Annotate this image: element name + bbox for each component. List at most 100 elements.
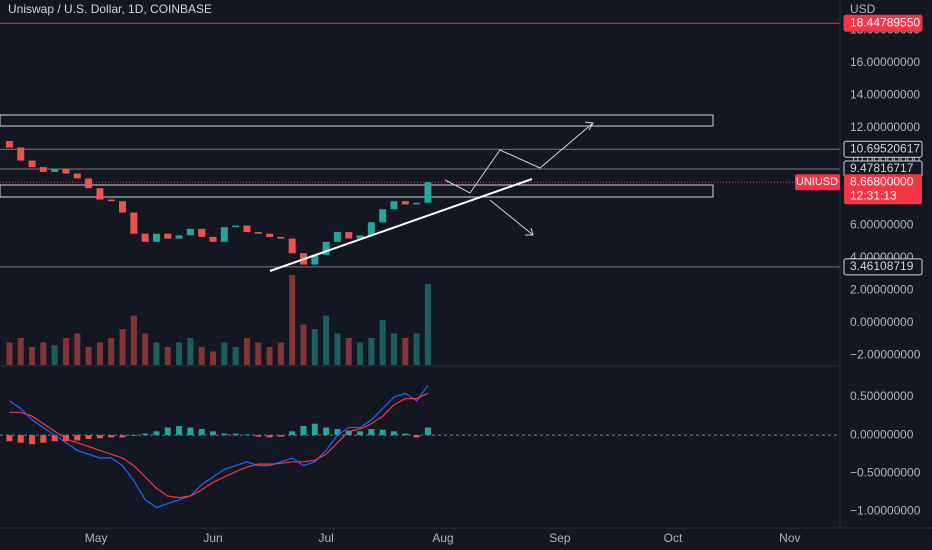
histogram-bar	[390, 431, 397, 436]
currency: USD	[850, 2, 876, 16]
projection-arrow	[489, 199, 534, 236]
candle-body	[345, 232, 353, 239]
symbol-label: UNIUSD	[796, 176, 838, 188]
histogram-bar	[277, 435, 284, 437]
volume-bar	[334, 333, 341, 365]
histogram-bar	[402, 433, 409, 436]
histogram-bar	[198, 429, 205, 436]
volume-bar	[221, 342, 228, 365]
volume-bar	[402, 338, 409, 365]
histogram-bar	[266, 435, 273, 438]
y-tick-label: 0.00000000	[850, 315, 914, 329]
y-tick-label: 2.00000000	[850, 283, 914, 297]
volume-bar	[368, 338, 375, 365]
candle-body	[17, 147, 25, 161]
x-tick-label: Jul	[318, 531, 333, 545]
volume-bar	[311, 329, 318, 365]
candle-body	[152, 233, 160, 242]
candle-body	[254, 232, 262, 234]
volume-bar	[29, 347, 36, 365]
y-tick-label: 0.00000000	[850, 427, 914, 441]
volume-bar	[164, 347, 171, 365]
candle-body	[130, 212, 138, 234]
candle-body	[413, 202, 421, 205]
candle-body	[198, 228, 206, 237]
trend-line	[269, 178, 533, 272]
volume-bar	[119, 329, 126, 365]
x-tick-label: Oct	[664, 531, 683, 545]
level-label: 10.69520617	[850, 141, 920, 155]
volume-bar	[210, 351, 217, 365]
candle-body	[367, 222, 375, 236]
y-tick-label: 12.00000000	[850, 120, 920, 134]
volume-bar	[300, 324, 307, 365]
candle-body	[379, 209, 387, 223]
candle-body	[243, 225, 251, 233]
histogram-bar	[300, 425, 307, 436]
histogram-bar	[85, 435, 92, 439]
candle-body	[96, 188, 104, 200]
y-tick-label: −2.00000000	[850, 348, 921, 362]
volume-bar	[187, 338, 194, 365]
histogram-bar	[187, 427, 194, 436]
marks-layer	[5, 141, 432, 509]
histogram-bar	[232, 433, 239, 436]
candle-body	[28, 160, 36, 168]
candle-body	[277, 236, 285, 239]
histogram-bar	[221, 433, 228, 436]
histogram-bar	[413, 435, 420, 438]
histogram-bar	[289, 431, 296, 436]
volume-bar	[85, 347, 92, 365]
histogram-bar	[29, 435, 36, 445]
candle-body	[186, 228, 194, 236]
y-tick-label: 0.50000000	[850, 389, 914, 403]
candle-body	[119, 201, 127, 213]
candle-body	[288, 238, 296, 254]
volume-bar	[345, 338, 352, 365]
countdown-label: 12:31:13	[850, 188, 897, 202]
x-tick-label: Sep	[549, 531, 571, 545]
y-tick-label: −0.50000000	[850, 465, 921, 479]
volume-bar	[390, 333, 397, 365]
histogram-bar	[243, 434, 250, 436]
grid-layer	[0, 22, 840, 436]
x-tick-label: Aug	[432, 531, 453, 545]
histogram-bar	[153, 431, 160, 436]
volume-bar	[62, 338, 69, 365]
candle-body	[175, 235, 183, 239]
histogram-bar	[74, 435, 81, 441]
candle-body	[141, 233, 149, 242]
histogram-bar	[164, 427, 171, 436]
volume-bar	[357, 342, 364, 365]
projection-arrow	[444, 122, 594, 194]
volume-bar	[323, 315, 330, 365]
volume-bar	[74, 333, 81, 365]
candle-body	[85, 178, 93, 189]
candle-body	[220, 227, 228, 242]
histogram-bar	[210, 431, 217, 436]
signal-line	[9, 392, 429, 499]
histogram-bar	[176, 425, 183, 436]
candle-body	[390, 201, 398, 210]
candle-body	[209, 236, 217, 242]
volume-bar	[153, 342, 160, 365]
histogram-bar	[357, 431, 364, 436]
y-tick-label: −1.00000000	[850, 503, 921, 517]
volume-bar	[130, 315, 137, 365]
volume-bar	[40, 342, 47, 365]
histogram-bar	[6, 435, 13, 442]
histogram-bar	[311, 423, 318, 436]
arrow-head	[525, 227, 534, 236]
candle-body	[51, 168, 59, 172]
macd-line	[9, 385, 429, 509]
candle-body	[401, 201, 409, 205]
candle-body	[356, 235, 364, 239]
level-tag	[843, 14, 923, 32]
histogram-bar	[368, 429, 375, 436]
candle-body	[424, 182, 432, 203]
arrow-head	[584, 121, 594, 131]
volume-bar	[17, 338, 24, 365]
histogram-bar	[142, 433, 149, 436]
zone-box	[0, 114, 714, 127]
